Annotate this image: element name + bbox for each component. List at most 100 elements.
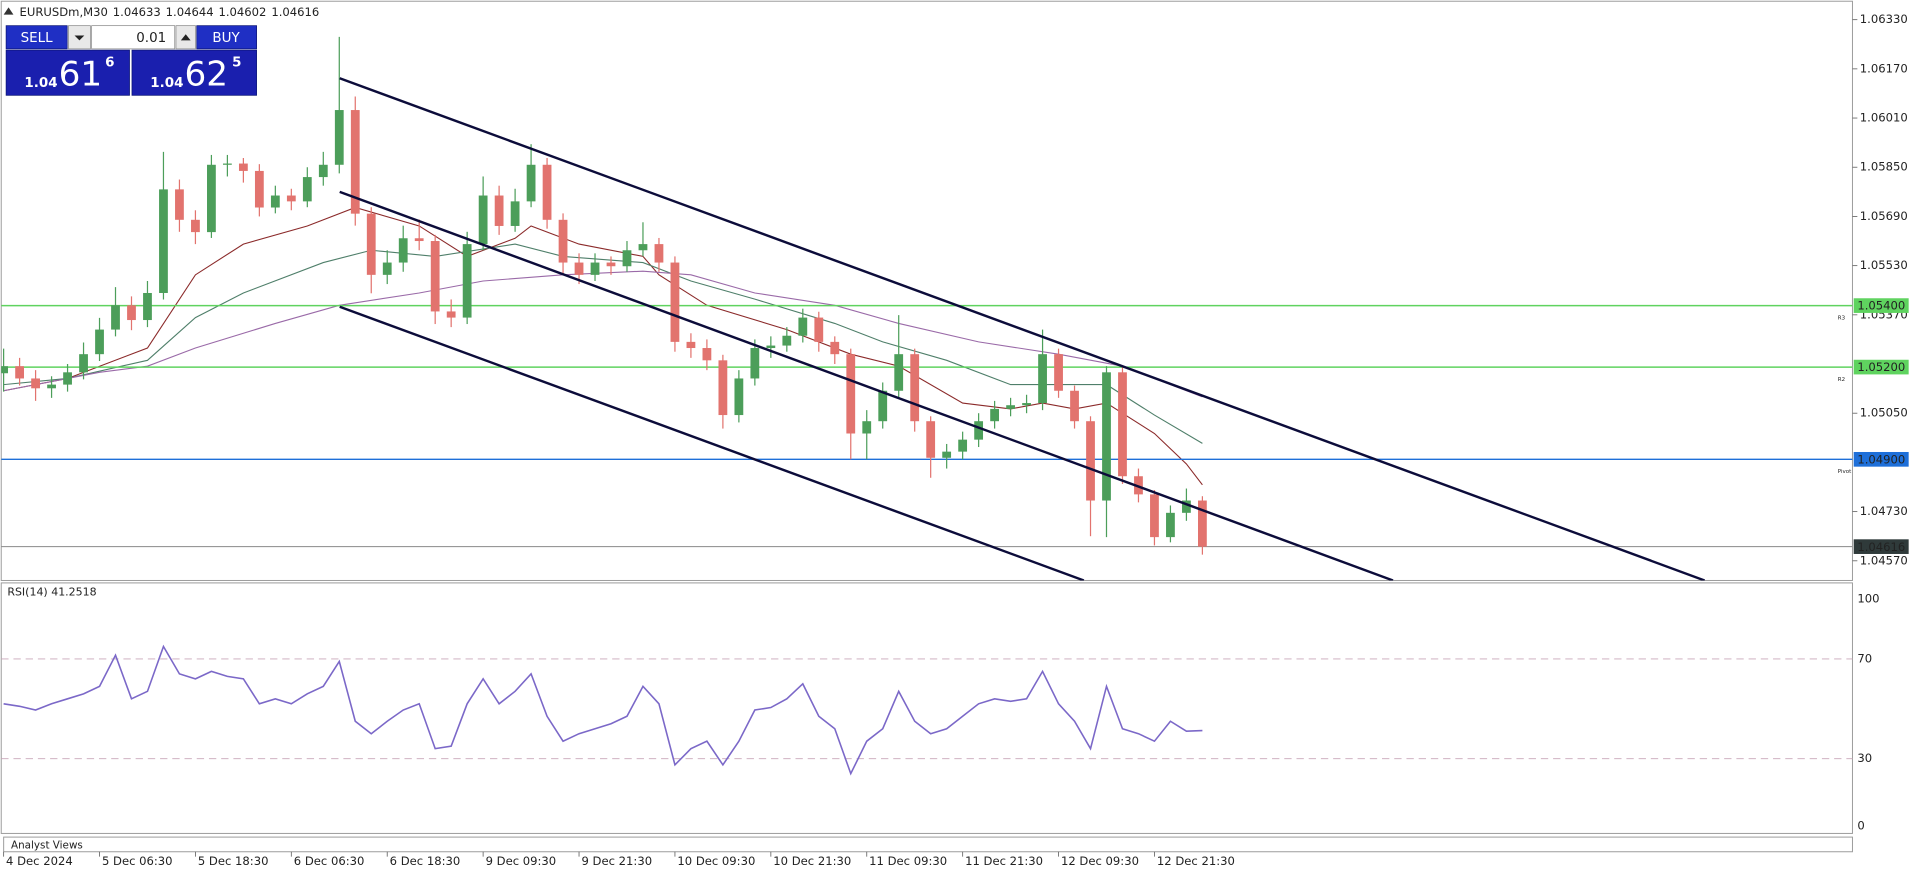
main-frame — [0, 0, 1853, 581]
candle-body — [814, 317, 824, 342]
candle-body — [718, 360, 728, 416]
level-label: 1.05400 — [1857, 299, 1905, 313]
y-tick-label: 1.06010 — [1860, 111, 1908, 125]
candle-body — [782, 335, 792, 346]
candle-body — [926, 421, 936, 458]
level-tag: R2 — [1838, 377, 1845, 383]
candle-body — [1054, 354, 1063, 391]
candle-body — [111, 305, 120, 330]
candle-body — [286, 195, 296, 202]
level-label: 1.05200 — [1857, 360, 1905, 374]
y-tick-label: 1.05050 — [1860, 406, 1908, 420]
x-tick-label: 6 Dec 06:30 — [294, 854, 365, 868]
candle-body — [31, 378, 40, 389]
candle-body — [1022, 403, 1031, 406]
candle-body — [830, 341, 840, 355]
candle-body — [1006, 405, 1015, 409]
candle-body — [462, 244, 472, 318]
buy-button[interactable] — [196, 25, 257, 50]
candle-body — [63, 372, 72, 385]
x-tick-label: 11 Dec 21:30 — [965, 854, 1043, 868]
level-tag: R3 — [1838, 315, 1846, 321]
x-tick-label: 5 Dec 06:30 — [102, 854, 173, 868]
sell-price-big: 61 — [59, 54, 103, 94]
candle-body — [1038, 354, 1047, 404]
candle-body — [670, 262, 680, 342]
candle-body — [1118, 372, 1127, 477]
candle-body — [862, 421, 872, 434]
rsi-tick-label: 0 — [1857, 819, 1864, 833]
level-label: 1.04900 — [1857, 452, 1905, 466]
candle-body — [574, 262, 584, 275]
candle-body — [222, 163, 232, 165]
rsi-tick-label: 70 — [1857, 651, 1872, 665]
y-tick-label: 1.04570 — [1860, 553, 1908, 567]
moving-average — [3, 270, 1203, 398]
candle-body — [990, 408, 1000, 422]
candle-body — [414, 238, 424, 242]
x-tick-label: 12 Dec 21:30 — [1157, 854, 1235, 868]
candle-body — [430, 241, 440, 312]
candle-body — [302, 177, 312, 202]
candle-body — [191, 219, 200, 233]
candle-body — [510, 201, 520, 226]
x-tick-label: 10 Dec 21:30 — [773, 854, 851, 868]
up-arrow — [180, 34, 191, 41]
analyst-bar — [3, 836, 1853, 853]
header: EURUSDm,M30 1.04633 1.04644 1.04602 1.04616 — [3, 5, 319, 19]
candle-body — [366, 213, 376, 275]
x-tick-label: 10 Dec 09:30 — [677, 854, 755, 868]
candle-body — [654, 244, 664, 263]
candle-body — [270, 195, 280, 208]
candle-body — [798, 317, 808, 336]
level-label-box — [1853, 298, 1909, 313]
y-tick-label: 1.04730 — [1860, 504, 1908, 518]
candle-body — [526, 164, 536, 202]
candle-body — [894, 354, 904, 391]
channel-middle — [339, 190, 1394, 581]
analyst-label: Analyst Views — [11, 840, 83, 852]
quote-value: 1.04644 — [166, 5, 214, 19]
level-label-box — [1853, 359, 1909, 375]
current-price-box — [1853, 539, 1909, 554]
channel-lower — [339, 305, 1085, 581]
sell-price-box[interactable] — [5, 49, 130, 96]
x-tick-label: 6 Dec 18:30 — [390, 854, 461, 868]
candle-body — [878, 390, 888, 422]
candle-body — [558, 219, 568, 263]
candle-body — [254, 170, 264, 208]
candle-body — [606, 262, 616, 267]
candle-body — [238, 163, 248, 171]
candle-body — [974, 421, 984, 440]
x-tick-label: 4 Dec 2024 — [6, 854, 73, 868]
candle-body — [958, 439, 968, 452]
candle-body — [127, 305, 136, 321]
candle-body — [1, 366, 9, 374]
sell-price-small: 6 — [105, 55, 114, 70]
buy-price-box[interactable] — [131, 49, 257, 96]
y-tick-label: 1.05530 — [1860, 258, 1908, 272]
candle-body — [910, 354, 920, 422]
y-tick-label: 1.06170 — [1860, 61, 1908, 75]
down-arrow — [74, 35, 85, 41]
y-tick-label: 1.06330 — [1860, 12, 1908, 26]
candle-body — [95, 329, 104, 355]
candle-body — [1198, 500, 1207, 547]
collapse-icon[interactable] — [3, 7, 14, 15]
lot-input[interactable] — [91, 25, 176, 50]
candle-body — [446, 311, 456, 318]
rsi-title: RSI(14) 41.2518 — [7, 586, 96, 599]
candle-body — [1166, 512, 1175, 538]
candle-body — [1070, 390, 1079, 422]
candle-body — [1102, 372, 1111, 501]
candle-body — [79, 354, 88, 373]
moving-average — [3, 243, 1203, 444]
sell-button[interactable] — [5, 25, 68, 50]
x-tick-label: 5 Dec 18:30 — [198, 854, 269, 868]
candle-body — [542, 164, 552, 220]
candle-body — [350, 110, 360, 214]
quote-value: 1.04616 — [271, 5, 319, 19]
candle-body — [622, 250, 632, 267]
